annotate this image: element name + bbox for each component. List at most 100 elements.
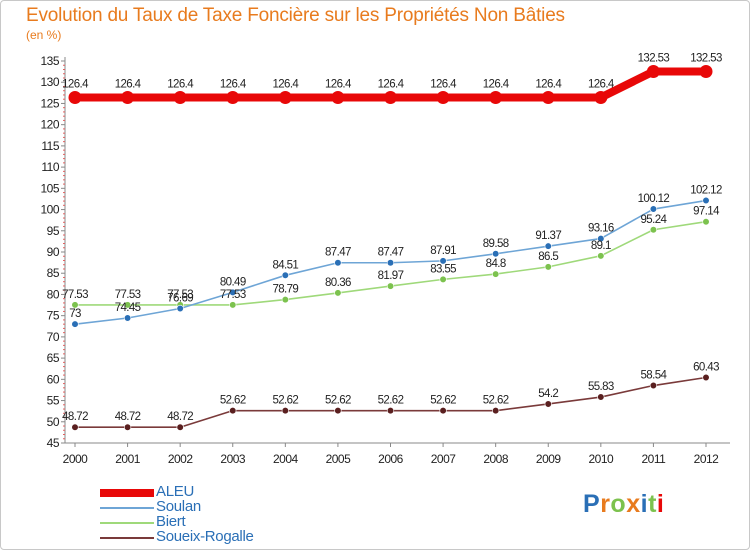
data-label-soueix-rogalle: 48.72 [167,411,193,423]
data-point-soulan [649,205,658,213]
data-label-soueix-rogalle: 54.2 [538,388,558,400]
data-label-aleu: 126.4 [62,79,89,91]
data-label-soueix-rogalle: 52.62 [325,395,351,407]
data-point-soueix-rogalle [71,423,79,431]
data-point-soueix-rogalle [229,407,237,415]
data-point-biert [229,301,237,309]
x-tick-label: 2005 [326,452,352,466]
data-point-biert [281,295,289,304]
data-label-soulan: 100.12 [638,193,670,205]
data-point-soueix-rogalle [492,407,500,415]
data-point-soueix-rogalle [597,393,605,401]
chart-data-labels: 126.4 126.4 126.4 126.4 126.4 126.4 126.4 126.4… [62,52,722,423]
data-label-soulan: 87.47 [325,247,351,259]
data-label-biert: 77.53 [220,289,246,301]
x-tick-label: 2010 [588,452,614,466]
y-tick-label: 100 [40,203,59,217]
data-label-aleu: 126.4 [220,79,247,91]
x-tick-label: 2003 [220,452,246,466]
y-tick-label: 45 [47,436,60,450]
data-point-soueix-rogalle [334,407,342,415]
x-tick-label: 2001 [115,452,141,466]
data-point-soulan [281,271,289,279]
x-tick-label: 2000 [63,452,89,466]
data-label-aleu: 132.53 [690,52,722,64]
data-label-soueix-rogalle: 55.83 [588,381,614,393]
logo-letter: i [656,490,665,518]
data-point-soueix-rogalle [649,381,658,390]
data-label-soulan: 84.51 [272,259,298,271]
legend-label: ALEU [156,483,194,500]
data-label-biert: 89.1 [591,240,611,252]
data-point-soulan [439,257,447,265]
data-point-biert [702,218,710,226]
x-tick-label: 2012 [694,452,720,466]
x-tick-label: 2007 [431,452,457,466]
data-point-soulan [544,242,552,250]
data-label-soueix-rogalle: 58.54 [641,370,668,382]
data-point-soulan [123,314,132,322]
legend-swatch [100,522,154,524]
data-label-soulan: 91.37 [535,230,561,242]
logo-letter: P [583,490,601,518]
data-label-soueix-rogalle: 52.62 [378,395,404,407]
data-point-aleu [226,91,240,105]
data-label-aleu: 126.4 [115,79,142,91]
data-label-biert: 77.53 [115,289,141,301]
legend-swatch [100,507,154,509]
data-point-biert [649,226,658,234]
data-label-soulan: 74.45 [115,302,141,314]
data-point-aleu [68,91,82,105]
y-tick-label: 75 [47,309,60,323]
data-point-aleu [173,91,187,105]
data-point-soulan [334,259,342,267]
data-point-aleu [699,64,713,78]
x-tick-label: 2011 [642,452,667,466]
data-point-biert [386,282,395,290]
data-label-aleu: 132.53 [638,52,670,64]
data-label-soulan: 87.91 [430,245,456,257]
legend-swatch [100,537,154,539]
data-label-aleu: 126.4 [378,79,405,91]
data-label-aleu: 126.4 [483,79,510,91]
data-point-biert [334,289,342,297]
data-label-aleu: 126.4 [325,79,352,91]
data-point-aleu [331,91,345,105]
y-tick-label: 125 [40,96,59,110]
data-label-biert: 77.53 [167,289,193,301]
data-label-soulan: 102.12 [690,185,722,197]
data-point-soulan [71,320,79,328]
legend-label: Biert [156,513,186,530]
data-point-soueix-rogalle [281,407,289,415]
data-point-soulan [229,288,237,296]
logo-letter: o [610,490,627,518]
data-point-biert [544,263,552,271]
data-point-aleu [384,91,397,105]
chart-axes: 45 50 55 60 65 70 75 80 85 90 95 100 105 110 115 120 125… [40,54,730,466]
x-tick-label: 2006 [378,452,404,466]
data-point-soueix-rogalle [439,407,447,415]
data-point-aleu [436,91,450,105]
data-label-soulan: 89.58 [483,238,509,250]
y-tick-label: 85 [47,266,60,280]
data-label-biert: 78.79 [272,284,298,296]
data-point-soueix-rogalle [176,423,184,431]
data-label-biert: 80.36 [325,277,351,289]
y-tick-label: 110 [41,160,59,174]
data-label-soulan: 87.47 [378,247,404,259]
y-tick-label: 135 [40,54,59,68]
y-tick-label: 120 [40,118,59,132]
y-tick-label: 50 [47,415,60,429]
y-tick-label: 115 [41,139,59,153]
data-label-soueix-rogalle: 52.62 [430,395,456,407]
data-point-soueix-rogalle [702,373,710,382]
data-label-biert: 95.24 [641,214,668,226]
data-label-biert: 86.5 [538,251,558,263]
legend-label: Soueix-Rogalle [156,528,254,545]
data-label-aleu: 126.4 [167,79,194,91]
data-label-biert: 77.53 [62,289,88,301]
data-point-aleu [489,91,503,105]
y-tick-label: 95 [47,224,60,238]
logo-letter: r [600,490,611,518]
chart-title: Evolution du Taux de Taxe Foncière sur l… [26,5,565,26]
